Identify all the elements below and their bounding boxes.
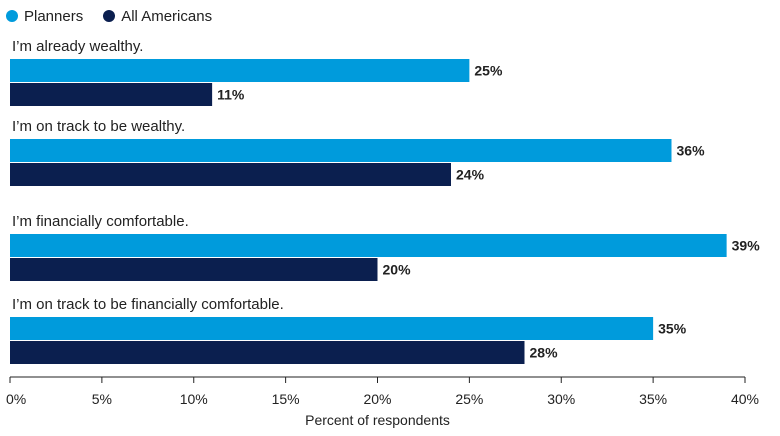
- x-tick-label: 25%: [455, 391, 483, 407]
- x-tick-label: 10%: [180, 391, 208, 407]
- bar: [10, 234, 727, 257]
- value-label: 24%: [456, 167, 485, 183]
- legend-label: Planners: [24, 7, 84, 25]
- x-tick-label: 30%: [547, 391, 575, 407]
- legend-label: All Americans: [121, 7, 213, 25]
- x-tick-label: 40%: [731, 391, 759, 407]
- value-label: 20%: [383, 262, 412, 278]
- legend-swatch: [6, 10, 18, 22]
- category-label: I’m financially comfortable.: [12, 213, 189, 230]
- value-label: 39%: [732, 238, 761, 254]
- x-axis-title: Percent of respondents: [305, 412, 450, 428]
- bar: [10, 258, 378, 281]
- category-label: I’m already wealthy.: [12, 38, 143, 55]
- bar: [10, 163, 451, 186]
- value-label: 36%: [677, 143, 706, 159]
- x-tick-label: 0%: [6, 391, 26, 407]
- value-label: 25%: [474, 63, 503, 79]
- bar: [10, 317, 654, 340]
- value-label: 11%: [217, 87, 245, 103]
- bar: [10, 139, 672, 162]
- legend-item: Planners: [6, 8, 83, 25]
- value-label: 35%: [658, 321, 687, 337]
- category-label: I’m on track to be wealthy.: [12, 118, 185, 135]
- x-tick-label: 15%: [272, 391, 300, 407]
- bar: [10, 83, 213, 106]
- legend-item: All Americans: [103, 8, 212, 25]
- x-tick-label: 35%: [639, 391, 667, 407]
- category-label: I’m on track to be financially comfortab…: [12, 296, 284, 313]
- bar: [10, 59, 470, 82]
- x-tick-label: 20%: [363, 391, 391, 407]
- bar: [10, 341, 525, 364]
- x-tick-label: 5%: [92, 391, 112, 407]
- value-label: 28%: [530, 345, 559, 361]
- legend: Planners All Americans: [6, 6, 232, 26]
- legend-swatch: [103, 10, 116, 22]
